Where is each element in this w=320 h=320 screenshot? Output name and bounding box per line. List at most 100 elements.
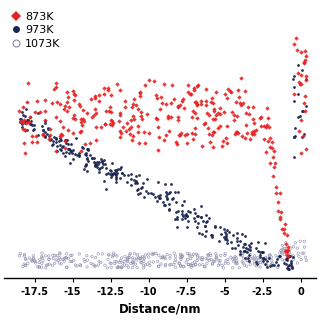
Point xyxy=(72,116,77,121)
Point xyxy=(127,255,132,260)
Point xyxy=(302,93,308,99)
Point xyxy=(210,117,215,122)
Point xyxy=(255,261,260,266)
Point xyxy=(46,257,52,262)
Point xyxy=(216,263,221,268)
Point xyxy=(141,255,147,260)
Point xyxy=(296,251,301,256)
Point xyxy=(128,251,133,256)
Point xyxy=(285,266,291,271)
Point xyxy=(224,238,229,243)
Point xyxy=(205,125,211,130)
Point xyxy=(54,257,59,262)
Point xyxy=(159,100,164,105)
Point xyxy=(224,235,229,240)
Point xyxy=(179,252,184,258)
Point xyxy=(40,255,45,260)
Point xyxy=(173,257,178,262)
Point xyxy=(83,162,88,167)
Point xyxy=(228,89,233,94)
Point xyxy=(185,209,190,214)
Point xyxy=(33,260,38,266)
Point xyxy=(177,132,182,137)
Point xyxy=(60,144,65,149)
Point xyxy=(73,263,78,268)
Point xyxy=(236,265,242,270)
Point xyxy=(254,263,259,268)
Point xyxy=(64,251,69,256)
Point xyxy=(96,98,101,103)
Point xyxy=(264,263,269,268)
Point xyxy=(99,156,104,161)
Point xyxy=(110,254,115,260)
Point xyxy=(159,255,164,260)
Point xyxy=(140,117,145,122)
Point xyxy=(66,150,71,156)
Point xyxy=(57,255,62,260)
Point xyxy=(151,251,156,256)
Point xyxy=(19,109,24,115)
Point xyxy=(285,252,290,257)
Point xyxy=(195,116,200,121)
Point xyxy=(93,137,98,142)
Point xyxy=(275,208,280,213)
Point xyxy=(185,90,190,95)
Point xyxy=(234,258,239,263)
Point xyxy=(303,76,308,82)
Point xyxy=(217,261,222,266)
Point xyxy=(246,259,252,264)
Point xyxy=(28,121,33,126)
Point xyxy=(22,140,27,145)
Point xyxy=(198,203,203,208)
Point xyxy=(142,194,147,199)
Point xyxy=(175,104,180,109)
Point xyxy=(238,252,243,257)
Point xyxy=(211,259,216,264)
Point xyxy=(257,260,262,265)
Point xyxy=(75,264,80,269)
Point xyxy=(289,259,294,264)
Point xyxy=(267,125,272,130)
Point xyxy=(124,257,129,262)
Point xyxy=(190,261,195,266)
Point xyxy=(188,262,193,268)
Point xyxy=(212,225,218,230)
Point xyxy=(218,253,223,258)
Point xyxy=(222,236,228,241)
Point xyxy=(46,134,52,139)
Point xyxy=(285,258,290,263)
Point xyxy=(125,179,130,184)
Point xyxy=(225,86,230,91)
Point xyxy=(112,259,117,264)
Point xyxy=(22,118,27,123)
Point xyxy=(175,217,180,222)
Point xyxy=(89,254,94,259)
Point xyxy=(133,180,138,186)
Point xyxy=(263,149,268,155)
Point xyxy=(108,168,113,173)
Point xyxy=(97,159,102,164)
Point xyxy=(177,132,182,138)
Point xyxy=(41,132,46,137)
Point xyxy=(122,262,127,268)
Point xyxy=(194,103,199,108)
Point xyxy=(166,190,172,196)
Point xyxy=(233,131,238,136)
Point xyxy=(34,139,39,144)
Point xyxy=(133,174,138,179)
Point xyxy=(76,154,81,159)
Point xyxy=(216,110,221,116)
Point xyxy=(203,233,208,238)
Point xyxy=(146,78,151,83)
Point xyxy=(202,224,207,229)
Point xyxy=(287,253,292,258)
Point xyxy=(300,251,305,256)
Point xyxy=(47,261,52,267)
Point xyxy=(232,246,237,251)
Point xyxy=(210,132,215,137)
Point xyxy=(36,260,42,265)
Point xyxy=(178,255,183,260)
Point xyxy=(47,132,52,138)
Point xyxy=(114,179,119,184)
Point xyxy=(69,259,75,264)
